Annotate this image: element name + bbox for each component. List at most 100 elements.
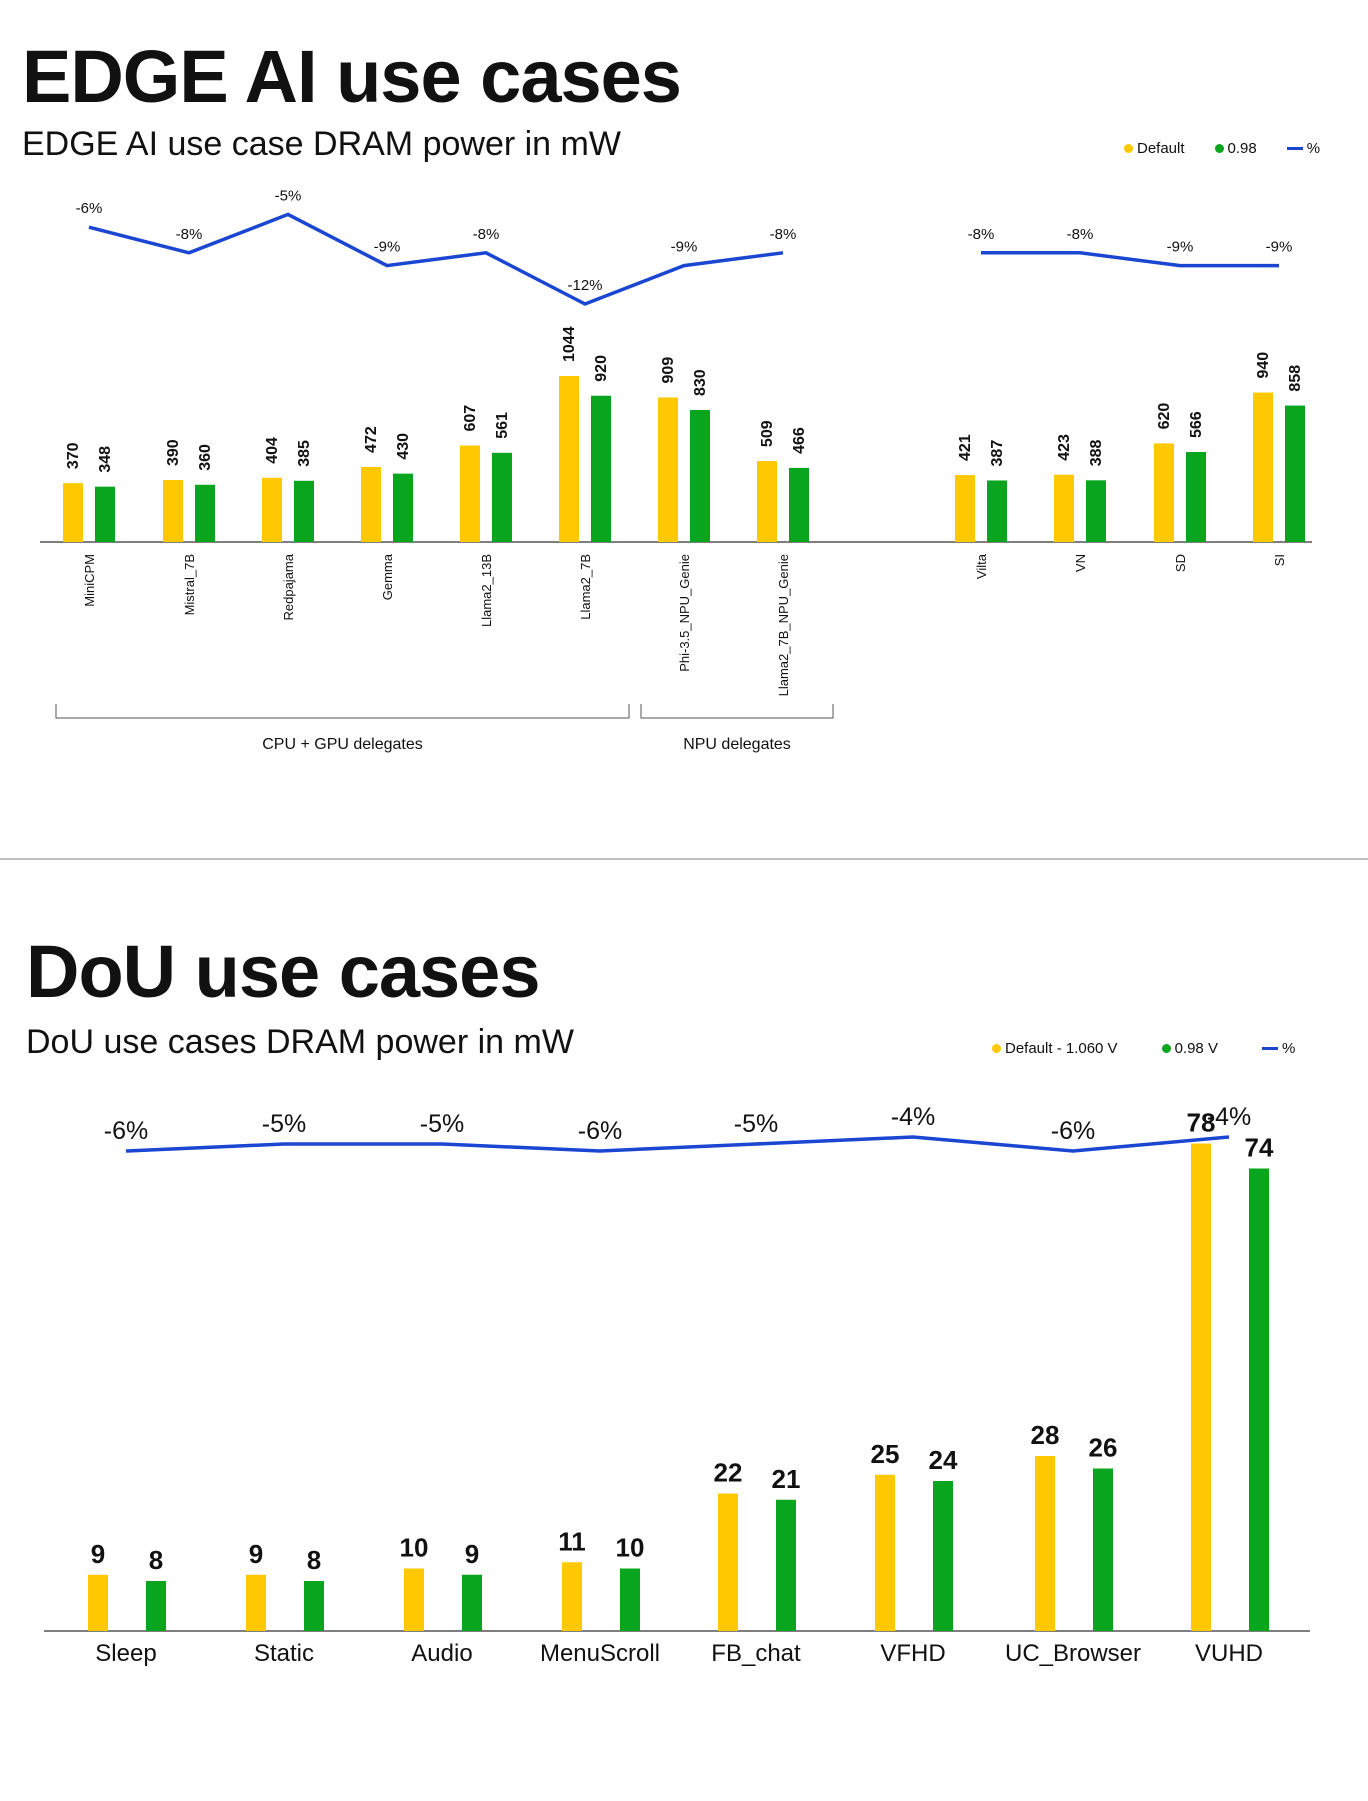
legend-low-swatch xyxy=(1161,1044,1171,1053)
tick-label-Redpajama: Redpajama xyxy=(281,553,296,620)
bar-default-Gemma xyxy=(361,466,381,542)
value-label-low-VFHD: 24 xyxy=(929,1445,958,1475)
legend-default-swatch xyxy=(1124,144,1133,153)
value-label-default-UC_Browser: 28 xyxy=(1031,1420,1060,1450)
bar-low-Static xyxy=(304,1581,324,1631)
pct-label-SD: -9% xyxy=(1167,239,1194,256)
pct-label-Vilta: -8% xyxy=(968,226,995,243)
bar-low-FB_chat xyxy=(776,1499,796,1631)
bar-low-Llama2_13B xyxy=(492,452,512,542)
bar-low-Llama2_7B xyxy=(591,395,611,542)
bar-low-VUHD xyxy=(1249,1168,1269,1631)
value-label-default-VUHD: 78 xyxy=(1187,1108,1216,1138)
value-label-low-MiniCPM: 348 xyxy=(97,446,114,473)
value-label-default-Phi-3.5_NPU_Genie: 909 xyxy=(660,357,677,384)
group-bracket-cpu-gpu xyxy=(55,704,630,719)
value-label-low-Sleep: 8 xyxy=(149,1545,163,1575)
tick-label-Mistral_7B: Mistral_7B xyxy=(182,554,197,615)
pct-label-MenuScroll: -6% xyxy=(578,1117,622,1145)
pct-label-Static: -5% xyxy=(262,1110,306,1138)
value-label-default-Llama2_7B_NPU_Genie: 509 xyxy=(759,420,776,447)
bar-low-Llama2_7B_NPU_Genie xyxy=(789,467,809,542)
tick-label-Llama2_7B_NPU_Genie: Llama2_7B_NPU_Genie xyxy=(776,554,791,696)
value-label-default-Static: 9 xyxy=(249,1539,263,1569)
group-label-cpu-gpu: CPU + GPU delegates xyxy=(262,736,423,753)
tick-label-Vilta: Vilta xyxy=(974,553,989,579)
tick-label-VFHD: VFHD xyxy=(880,1640,945,1667)
bar-default-Mistral_7B xyxy=(163,479,183,542)
pct-label-Sleep: -6% xyxy=(104,1117,148,1145)
tick-label-Audio: Audio xyxy=(411,1640,472,1667)
value-label-default-Sleep: 9 xyxy=(91,1539,105,1569)
tick-label-SI: SI xyxy=(1272,554,1287,566)
dou-title: DoU use cases xyxy=(26,930,540,1013)
bar-default-Llama2_7B xyxy=(559,376,579,542)
legend-pct-swatch xyxy=(1261,1047,1278,1050)
dou-legend: Default - 1.060 V 0.98 V % xyxy=(992,1040,1295,1057)
legend-pct-label: % xyxy=(1281,1040,1296,1057)
value-label-default-Audio: 10 xyxy=(400,1533,429,1563)
pct-label-Audio: -5% xyxy=(420,1110,464,1138)
legend-default-label: Default - 1.060 V xyxy=(1005,1040,1118,1057)
value-label-low-Redpajama: 385 xyxy=(296,440,313,467)
tick-label-Gemma: Gemma xyxy=(380,553,395,600)
value-label-default-VN: 423 xyxy=(1056,434,1073,461)
dou-subtitle: DoU use cases DRAM power in mW xyxy=(26,1023,574,1061)
bar-default-Sleep xyxy=(88,1574,108,1631)
value-label-low-Gemma: 430 xyxy=(395,433,412,460)
tick-label-VUHD: VUHD xyxy=(1195,1640,1263,1667)
value-label-default-Llama2_7B: 1044 xyxy=(561,326,578,362)
pct-label-Gemma: -9% xyxy=(374,239,401,256)
value-label-low-Phi-3.5_NPU_Genie: 830 xyxy=(692,369,709,396)
bar-low-Vilta xyxy=(987,480,1007,542)
pct-line-2 xyxy=(981,251,1279,268)
tick-label-UC_Browser: UC_Browser xyxy=(1005,1640,1141,1667)
edge-ai-subtitle: EDGE AI use case DRAM power in mW xyxy=(22,125,621,163)
value-label-default-MenuScroll: 11 xyxy=(558,1526,586,1556)
bar-low-MenuScroll xyxy=(620,1568,640,1631)
pct-label-Llama2_7B: -12% xyxy=(567,277,602,294)
bar-low-SD xyxy=(1186,452,1206,542)
legend-low-label: 0.98 xyxy=(1227,140,1257,157)
pct-line-1 xyxy=(88,212,784,306)
legend-pct-swatch xyxy=(1286,147,1303,150)
bar-default-UC_Browser xyxy=(1035,1456,1055,1631)
bar-default-Vilta xyxy=(955,475,975,542)
value-label-low-Vilta: 387 xyxy=(989,440,1006,467)
edge-ai-legend: Default 0.98 % xyxy=(1124,140,1320,157)
pct-line xyxy=(125,1135,1230,1153)
bar-default-VFHD xyxy=(875,1474,895,1631)
tick-label-Phi-3.5_NPU_Genie: Phi-3.5_NPU_Genie xyxy=(677,554,692,672)
value-label-low-Static: 8 xyxy=(307,1545,321,1575)
bar-default-Llama2_7B_NPU_Genie xyxy=(757,461,777,542)
bar-default-VUHD xyxy=(1191,1143,1211,1631)
value-label-default-Vilta: 421 xyxy=(957,434,974,461)
legend-default-swatch xyxy=(992,1044,1001,1053)
legend-low-swatch xyxy=(1214,144,1224,153)
tick-label-SD: SD xyxy=(1173,554,1188,572)
pct-label-MiniCPM: -6% xyxy=(76,200,103,217)
value-label-low-Llama2_13B: 561 xyxy=(494,412,511,439)
tick-label-MiniCPM: MiniCPM xyxy=(82,554,97,607)
value-label-default-Llama2_13B: 607 xyxy=(462,405,479,432)
section-divider xyxy=(0,858,1368,860)
value-label-low-Mistral_7B: 360 xyxy=(197,444,214,471)
pct-label-Mistral_7B: -8% xyxy=(176,226,203,243)
pct-label-Redpajama: -5% xyxy=(275,187,302,204)
value-label-default-SD: 620 xyxy=(1156,403,1173,430)
legend-pct-label: % xyxy=(1306,140,1321,157)
group-bracket-npu xyxy=(640,704,834,719)
pct-label-Llama2_7B_NPU_Genie: -8% xyxy=(770,226,797,243)
tick-label-Llama2_13B: Llama2_13B xyxy=(479,554,494,627)
pct-label-UC_Browser: -6% xyxy=(1051,1117,1095,1145)
value-label-default-MiniCPM: 370 xyxy=(65,442,82,469)
pct-label-SI: -9% xyxy=(1266,239,1293,256)
bar-default-SD xyxy=(1154,443,1174,542)
bar-default-Llama2_13B xyxy=(460,445,480,542)
tick-label-FB_chat: FB_chat xyxy=(711,1640,801,1667)
pct-label-VUHD: -4% xyxy=(1207,1103,1251,1131)
tick-label-Llama2_7B: Llama2_7B xyxy=(578,554,593,620)
pct-label-FB_chat: -5% xyxy=(734,1110,778,1138)
bar-low-VN xyxy=(1086,480,1106,542)
legend-low-label: 0.98 V xyxy=(1174,1040,1218,1057)
